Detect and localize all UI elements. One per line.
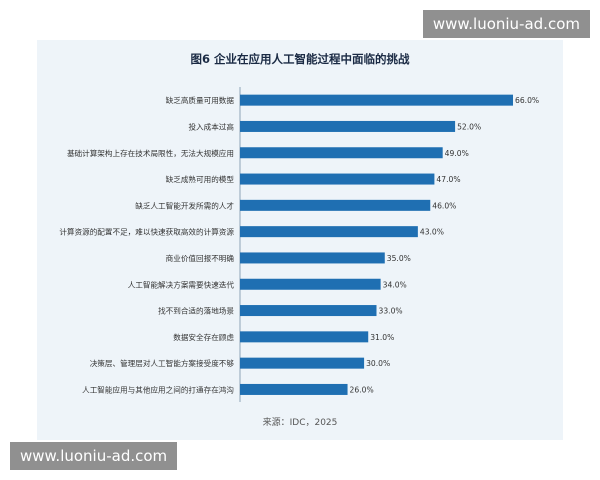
category-label: 缺乏成熟可用的模型 xyxy=(166,174,235,184)
category-label: 基础计算架构上存在技术局限性，无法大规模应用 xyxy=(67,148,234,158)
bar xyxy=(240,383,348,395)
value-label: 52.0% xyxy=(457,122,481,131)
bar xyxy=(240,120,456,132)
watermark-bottom: www.luoniu-ad.com xyxy=(10,442,178,470)
value-label: 26.0% xyxy=(350,385,374,394)
chart-title: 图6 企业在应用人工智能过程中面临的挑战 xyxy=(190,52,410,66)
value-label: 43.0% xyxy=(420,228,444,237)
bar xyxy=(240,226,418,238)
category-label: 人工智能解决方案需要快速迭代 xyxy=(128,279,235,289)
bar-chart: 图6 企业在应用人工智能过程中面临的挑战 缺乏高质量可用数据 66.0% 投入成本过… xyxy=(59,52,539,428)
category-label: 决策层、管理层对人工智能方案接受度不够 xyxy=(90,358,235,368)
bar xyxy=(240,173,435,185)
value-label: 66.0% xyxy=(515,96,539,105)
bar xyxy=(240,331,369,343)
value-label: 30.0% xyxy=(366,359,390,368)
category-label: 商业价值回报不明确 xyxy=(166,253,235,263)
category-label: 数据安全存在顾虑 xyxy=(173,332,234,342)
chart-source: 来源：IDC，2025 xyxy=(263,417,338,428)
value-label: 31.0% xyxy=(370,333,394,342)
value-label: 34.0% xyxy=(383,280,407,289)
category-label: 人工智能应用与其他应用之间的打通存在鸿沟 xyxy=(82,384,234,394)
watermark-top: www.luoniu-ad.com xyxy=(422,10,590,38)
bar xyxy=(240,278,381,290)
bar xyxy=(240,199,431,211)
value-label: 46.0% xyxy=(432,201,456,210)
bar xyxy=(240,357,365,369)
category-label: 缺乏高质量可用数据 xyxy=(166,95,235,105)
bar xyxy=(240,252,385,264)
bar xyxy=(240,147,443,159)
value-label: 35.0% xyxy=(387,254,411,263)
value-label: 47.0% xyxy=(436,175,460,184)
bar xyxy=(240,305,377,317)
category-label: 找不到合适的落地场景 xyxy=(158,306,234,316)
category-label: 缺乏人工智能开发所需的人才 xyxy=(135,200,234,210)
value-label: 49.0% xyxy=(445,149,469,158)
value-label: 33.0% xyxy=(379,307,403,316)
bar xyxy=(240,94,513,106)
category-label: 计算资源的配置不足，难以快速获取高效的计算资源 xyxy=(59,227,234,237)
chart-panel: 图6 企业在应用人工智能过程中面临的挑战 缺乏高质量可用数据 66.0% 投入成本过… xyxy=(37,40,563,440)
category-label: 投入成本过高 xyxy=(188,121,234,131)
